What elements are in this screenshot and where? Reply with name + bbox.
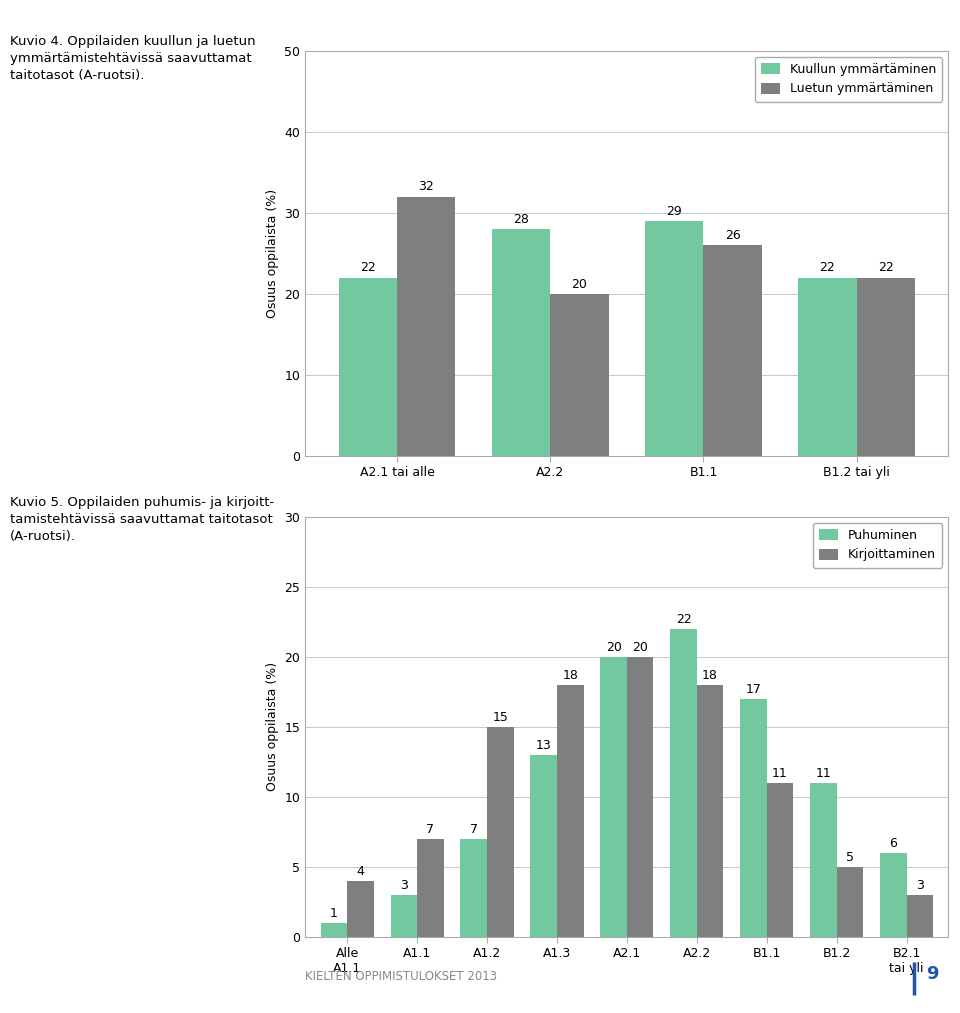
Bar xyxy=(487,727,514,937)
Text: 22: 22 xyxy=(360,261,376,275)
Bar xyxy=(550,294,609,456)
Text: 20: 20 xyxy=(606,641,621,654)
Text: 7: 7 xyxy=(426,824,435,836)
Bar xyxy=(531,755,557,937)
Bar xyxy=(856,278,915,456)
Text: Kuvio 4. Oppilaiden kuullun ja luetun
ymmärtämistehtävissä saavuttamat
taitotaso: Kuvio 4. Oppilaiden kuullun ja luetun ym… xyxy=(10,35,255,82)
Y-axis label: Osuus oppilaista (%): Osuus oppilaista (%) xyxy=(266,188,278,318)
Bar xyxy=(767,783,793,937)
Bar xyxy=(645,221,704,456)
Legend: Kuullun ymmärtäminen, Luetun ymmärtäminen: Kuullun ymmärtäminen, Luetun ymmärtämine… xyxy=(755,57,942,101)
Text: 11: 11 xyxy=(772,767,788,780)
Text: 20: 20 xyxy=(633,641,648,654)
Text: 18: 18 xyxy=(702,669,718,682)
Bar xyxy=(740,699,767,937)
Bar xyxy=(391,895,418,937)
Bar xyxy=(836,867,863,937)
Bar xyxy=(906,895,933,937)
Text: Kuvio 5. Oppilaiden puhumis- ja kirjoitt-
tamistehtävissä saavuttamat taitotasot: Kuvio 5. Oppilaiden puhumis- ja kirjoitt… xyxy=(10,496,274,543)
Text: 17: 17 xyxy=(746,683,761,696)
Text: 5: 5 xyxy=(846,851,853,864)
Text: 26: 26 xyxy=(725,229,740,242)
Text: 13: 13 xyxy=(536,739,552,752)
Text: 29: 29 xyxy=(666,205,683,218)
Bar xyxy=(704,245,761,456)
Text: 22: 22 xyxy=(820,261,835,275)
Text: 3: 3 xyxy=(400,879,408,892)
Bar xyxy=(397,197,455,456)
Bar xyxy=(557,685,584,937)
Bar xyxy=(492,229,550,456)
Bar xyxy=(600,656,627,937)
Text: 3: 3 xyxy=(916,879,924,892)
Bar xyxy=(339,278,397,456)
Text: KIELTEN OPPIMISTULOKSET 2013: KIELTEN OPPIMISTULOKSET 2013 xyxy=(305,969,497,983)
Bar xyxy=(418,839,444,937)
Bar xyxy=(810,783,836,937)
Bar xyxy=(880,853,906,937)
Text: 22: 22 xyxy=(676,613,691,626)
Legend: Puhuminen, Kirjoittaminen: Puhuminen, Kirjoittaminen xyxy=(813,523,942,567)
Text: 6: 6 xyxy=(889,837,898,850)
Text: 20: 20 xyxy=(571,278,588,291)
Bar xyxy=(627,656,654,937)
Text: 4: 4 xyxy=(356,865,365,878)
Text: 22: 22 xyxy=(877,261,894,275)
Bar xyxy=(697,685,724,937)
Bar xyxy=(670,629,697,937)
Y-axis label: Osuus oppilaista (%): Osuus oppilaista (%) xyxy=(266,663,279,791)
Text: 1: 1 xyxy=(330,908,338,920)
Text: 7: 7 xyxy=(469,824,478,836)
Bar xyxy=(799,278,856,456)
Text: 32: 32 xyxy=(419,180,434,193)
Text: 28: 28 xyxy=(514,213,529,226)
Bar xyxy=(321,923,348,937)
Text: 18: 18 xyxy=(563,669,578,682)
Text: 11: 11 xyxy=(815,767,831,780)
Text: 9: 9 xyxy=(926,964,939,983)
Text: 15: 15 xyxy=(492,711,508,724)
Bar xyxy=(348,881,373,937)
Bar xyxy=(461,839,487,937)
